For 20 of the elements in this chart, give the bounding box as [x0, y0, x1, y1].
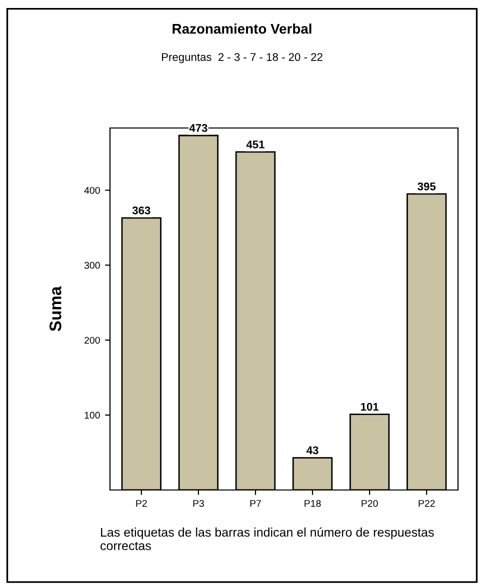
x-tick-label: P2	[136, 500, 147, 507]
data-label: 451	[246, 140, 264, 148]
data-label: 101	[361, 402, 379, 411]
text: Las etiquetas de las barras indican el número de respuestas correctas	[100, 527, 434, 550]
y-tick-label: 300	[84, 262, 100, 269]
chart-subtitle: Preguntas 2 - 3 - 7 - 18 - 20 - 22	[162, 53, 322, 64]
x-tick-label: P22	[418, 500, 435, 507]
x-tick-label: P7	[250, 500, 261, 507]
y-tick-label: 200	[84, 336, 100, 344]
x-tick-label: P3	[193, 500, 204, 507]
x-tick-label: P20	[362, 500, 378, 507]
x-tick-label: P18	[304, 500, 321, 507]
y-axis-title: Suma	[50, 286, 62, 332]
data-label: 473	[189, 124, 208, 132]
y-tick-label: 100	[84, 412, 100, 419]
data-label: 395	[418, 182, 436, 190]
data-label: 363	[132, 206, 150, 214]
data-label: 43	[306, 446, 318, 454]
chart-title: Razonamiento Verbal	[172, 24, 312, 34]
y-tick-label: 400	[84, 186, 100, 194]
